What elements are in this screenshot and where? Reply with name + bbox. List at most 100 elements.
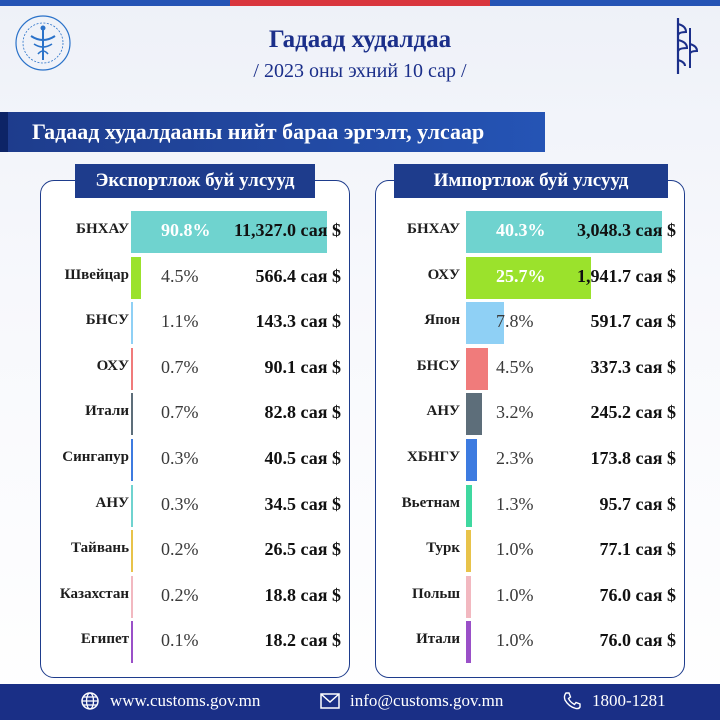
export-percent-label: 0.7% [161, 402, 199, 423]
export-percent-label: 1.1% [161, 311, 199, 332]
export-percent-label: 0.7% [161, 356, 199, 377]
import-country-label: Япон [424, 312, 460, 329]
export-country-label: Казахстан [59, 585, 129, 602]
import-percent-label: 1.0% [496, 584, 534, 605]
import-bar [466, 621, 471, 664]
import-country-label: БНСУ [416, 357, 460, 374]
export-value-label: 18.2 сая $ [264, 630, 341, 651]
export-row-8: Казахстан 0.2% 18.8 сая $ [41, 574, 351, 620]
footer-website[interactable]: www.customs.gov.mn [80, 691, 260, 711]
export-value-label: 40.5 сая $ [264, 448, 341, 468]
import-bar [466, 484, 473, 527]
phone-icon [563, 692, 581, 710]
import-panel-title: Импортлож буй улсууд [394, 164, 668, 198]
export-percent-label: 0.2% [161, 584, 199, 605]
page-title: Гадаад худалдаа [268, 26, 452, 53]
import-bar [466, 256, 591, 299]
import-country-label: ОХУ [427, 266, 460, 283]
import-row-7: Турк 1.0% 77.1 сая $ [376, 528, 686, 574]
export-percent-label: 0.3% [161, 493, 199, 514]
import-value-label: 77.1 сая $ [599, 539, 676, 560]
import-value-label: 95.7 сая $ [599, 493, 676, 514]
import-row-9: Итали 1.0% 76.0 сая $ [376, 619, 686, 665]
mail-icon [320, 693, 340, 709]
import-row-0: БНХАУ 40.3% 3,048.3 сая $ [376, 209, 686, 255]
import-bar [466, 211, 662, 253]
globe-icon [81, 692, 99, 710]
export-row-9: Египет 0.1% 18.2 сая $ [41, 619, 351, 665]
import-percent-label: 1.0% [496, 630, 534, 651]
import-percent-label: 25.7% [496, 265, 546, 286]
export-country-label: Итали [85, 403, 129, 420]
export-row-5: Сингапур 0.3% 40.5 сая $ [41, 437, 351, 483]
export-bar [131, 575, 133, 618]
import-country-label: Вьетнам [401, 494, 460, 511]
footer: www.customs.gov.mn info@customs.gov.mn 1… [0, 684, 720, 720]
import-bar [466, 393, 482, 436]
import-value-label: 76.0 сая $ [599, 584, 676, 605]
footer-phone[interactable]: 1800-1281 [562, 691, 666, 711]
page-subtitle: / 2023 оны эхний 10 сар / [253, 60, 467, 82]
export-panel-title: Экспортлож буй улсууд [75, 164, 315, 198]
export-bar [131, 484, 133, 527]
import-bar [466, 347, 488, 390]
export-percent-label: 0.1% [161, 630, 199, 651]
export-bar [131, 530, 133, 573]
email-link[interactable]: info@customs.gov.mn [350, 691, 504, 710]
export-value-label: 90.1 сая $ [264, 356, 341, 377]
export-value-label: 566.4 сая $ [255, 265, 341, 286]
website-link[interactable]: www.customs.gov.mn [110, 691, 261, 710]
import-country-label: Итали [416, 631, 460, 648]
import-country-label: Польш [412, 585, 460, 602]
import-value-label: 591.7 сая $ [590, 311, 676, 332]
export-bar [131, 256, 141, 299]
import-country-label: Турк [426, 540, 460, 557]
phone-number[interactable]: 1800-1281 [592, 691, 666, 710]
export-bar [131, 621, 133, 664]
import-panel: Импортлож буй улсууд БНХАУ 40.3% 3,048.3 с… [375, 164, 686, 678]
import-value-label: 337.3 сая $ [590, 356, 676, 377]
import-value-label: 245.2 сая $ [590, 402, 676, 423]
import-percent-label: 4.5% [496, 356, 534, 377]
import-value-label: 3,048.3 сая $ [577, 220, 676, 240]
import-bar [466, 575, 471, 618]
import-value-label: 76.0 сая $ [599, 630, 676, 651]
export-value-label: 143.3 сая $ [255, 311, 341, 332]
export-bar [131, 302, 134, 345]
import-country-label: ХБНГУ [407, 449, 460, 465]
import-percent-label: 1.0% [496, 539, 534, 560]
import-country-label: АНУ [426, 403, 460, 420]
import-bar [466, 302, 505, 345]
import-row-1: ОХУ 25.7% 1,941.7 сая $ [376, 255, 686, 301]
export-row-2: БНСУ 1.1% 143.3 сая $ [41, 300, 351, 346]
export-percent-label: 90.8% [161, 220, 211, 240]
export-bar [131, 393, 133, 436]
export-country-label: Египет [80, 631, 129, 648]
export-country-label: Швейцар [64, 266, 129, 283]
export-country-label: Тайвань [71, 540, 129, 557]
mongolian-script-icon [676, 18, 699, 74]
export-percent-label: 4.5% [161, 265, 199, 286]
export-bar [131, 211, 327, 253]
section-title: Гадаад худалдааны нийт бараа эргэлт, улс… [0, 112, 545, 152]
import-row-2: Япон 7.8% 591.7 сая $ [376, 300, 686, 346]
export-row-3: ОХУ 0.7% 90.1 сая $ [41, 346, 351, 392]
export-country-label: Сингапур [62, 449, 129, 465]
export-percent-label: 0.3% [161, 448, 199, 468]
export-country-label: БНХАУ [76, 221, 129, 237]
import-percent-label: 7.8% [496, 311, 534, 332]
footer-email[interactable]: info@customs.gov.mn [320, 691, 503, 711]
import-row-6: Вьетнам 1.3% 95.7 сая $ [376, 483, 686, 529]
import-percent-label: 40.3% [496, 220, 546, 240]
export-panel: Экспортлож буй улсууд БНХАУ 90.8% 11,327.0… [40, 164, 351, 678]
export-country-label: ОХУ [96, 357, 129, 374]
export-percent-label: 0.2% [161, 539, 199, 560]
import-percent-label: 2.3% [496, 448, 534, 468]
import-row-4: АНУ 3.2% 245.2 сая $ [376, 391, 686, 437]
export-value-label: 34.5 сая $ [264, 493, 341, 514]
export-value-label: 11,327.0 сая $ [234, 220, 341, 240]
export-bar [131, 347, 133, 390]
import-percent-label: 3.2% [496, 402, 534, 423]
import-row-5: ХБНГУ 2.3% 173.8 сая $ [376, 437, 686, 483]
export-row-0: БНХАУ 90.8% 11,327.0 сая $ [41, 209, 351, 255]
